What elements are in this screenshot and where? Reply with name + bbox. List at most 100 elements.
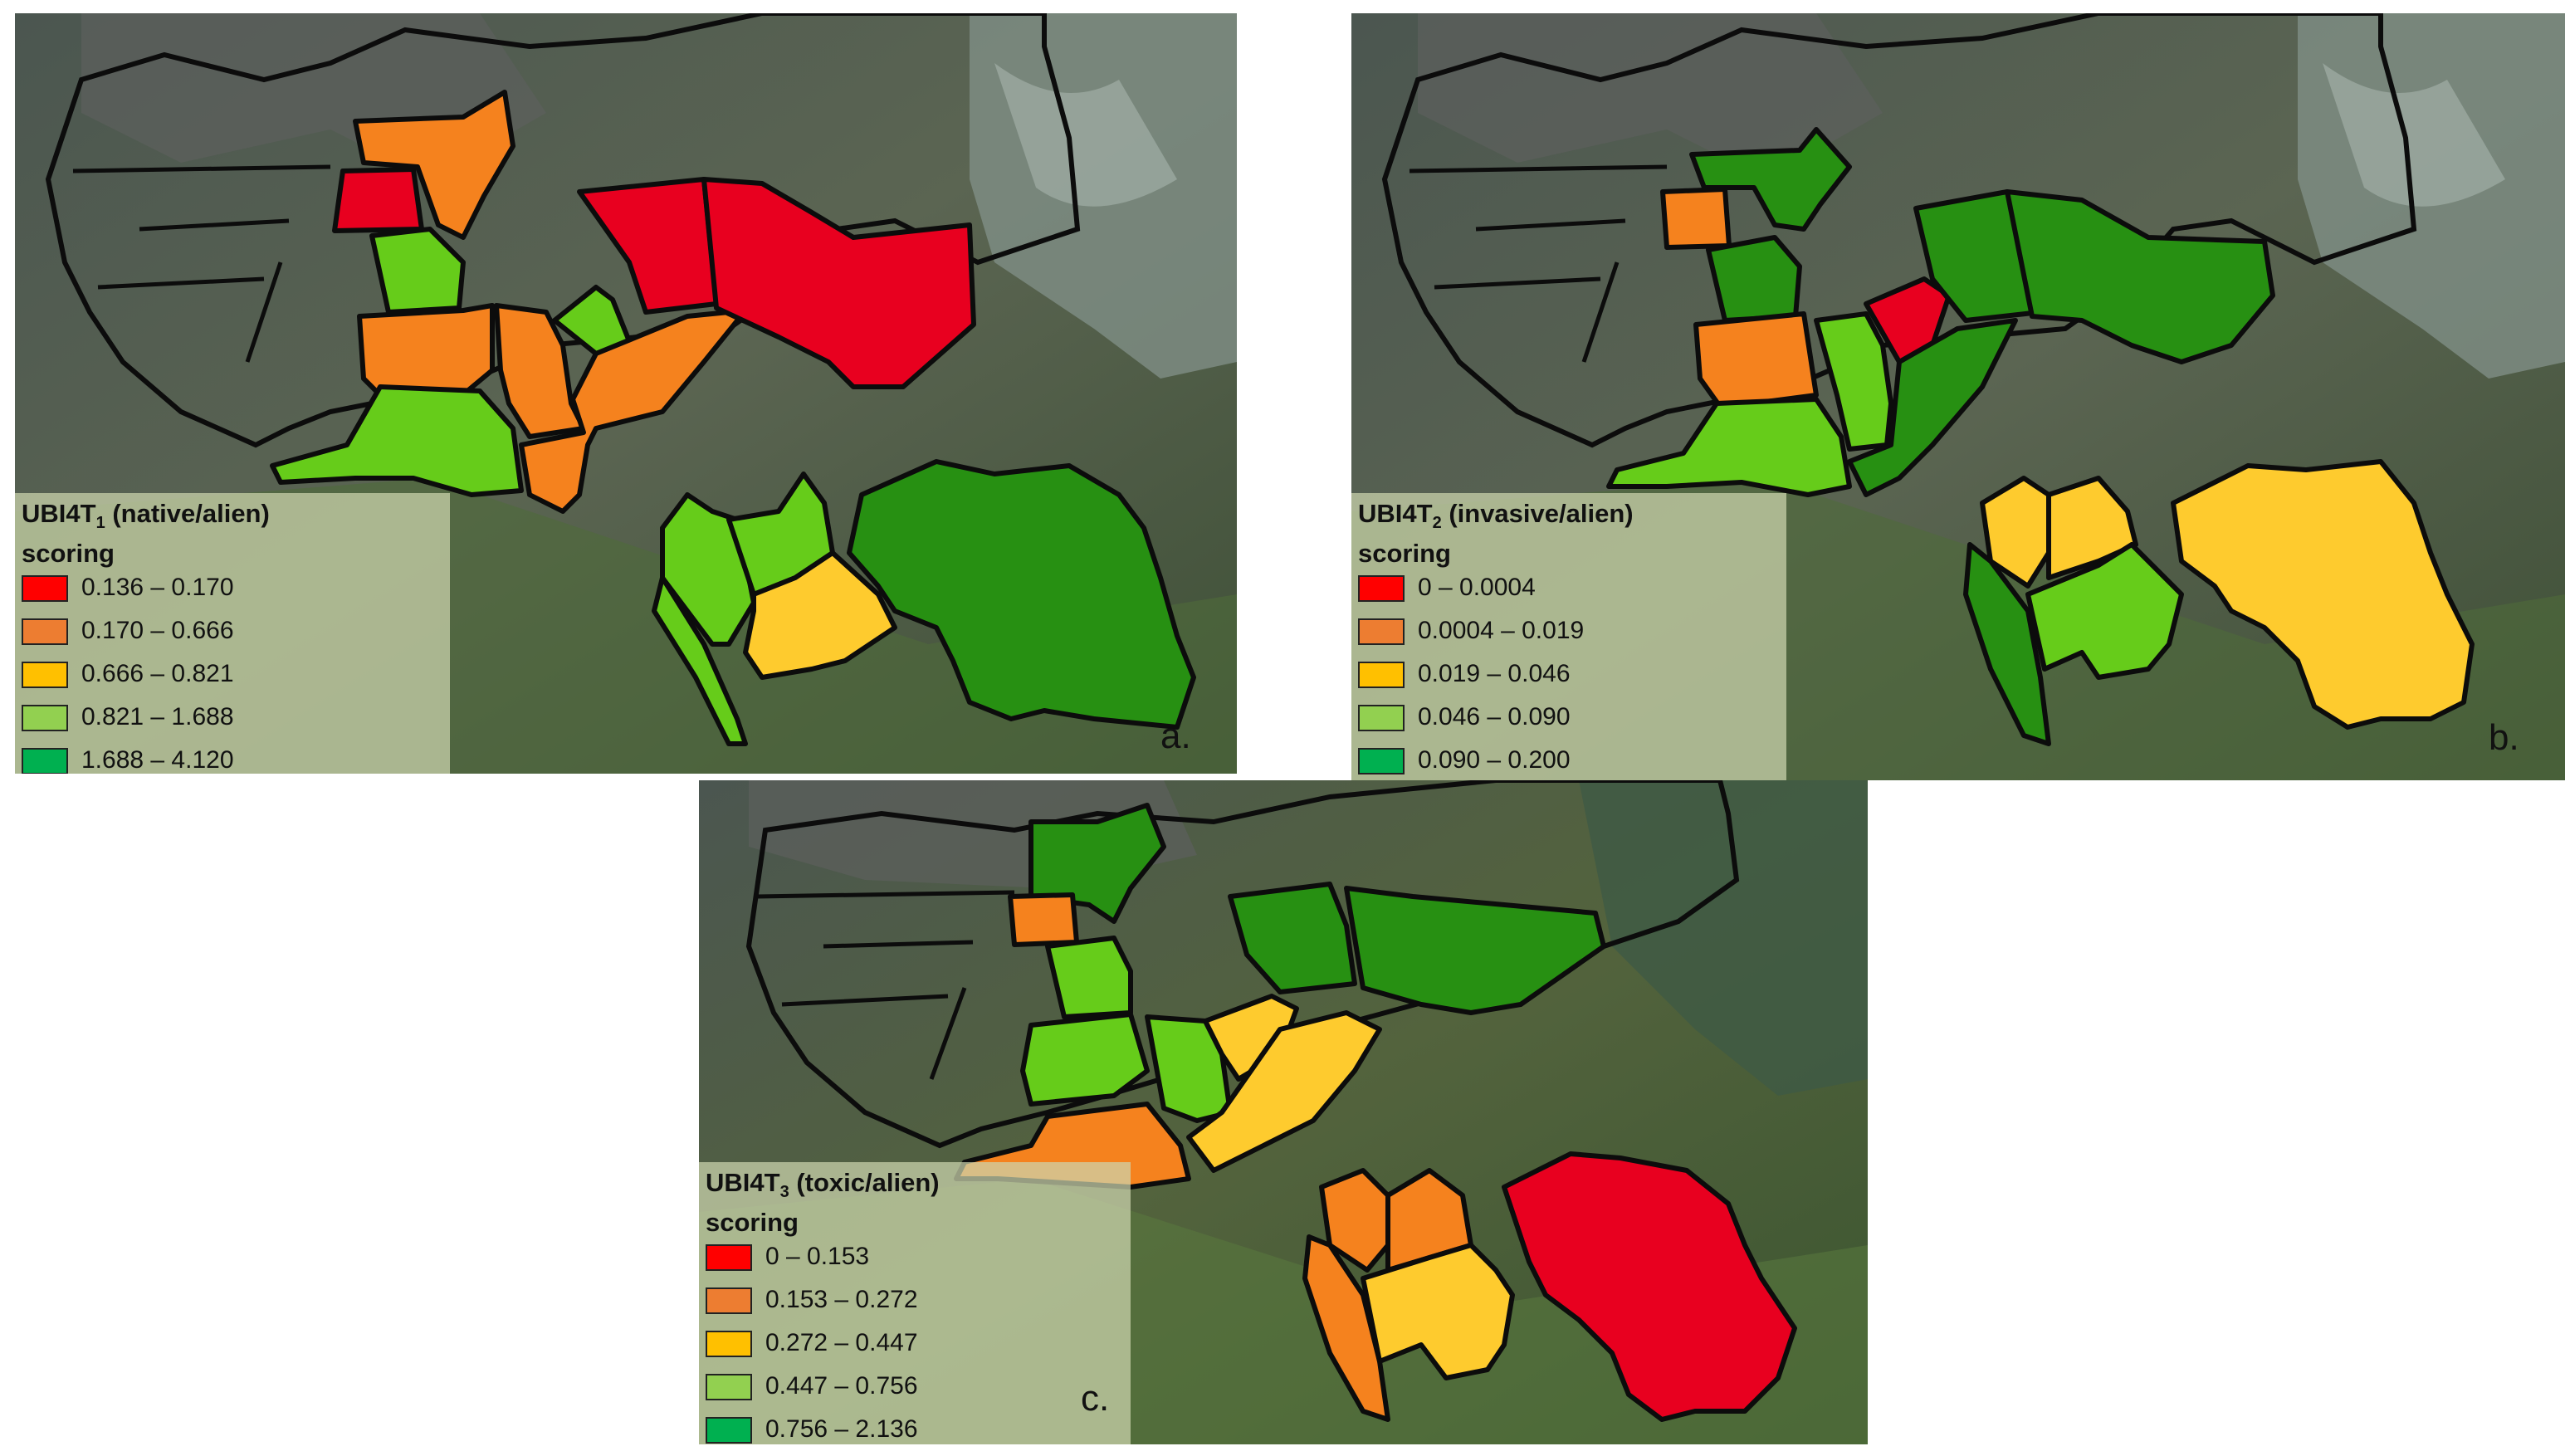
yellow-swatch bbox=[22, 662, 68, 689]
district-c-3 bbox=[1045, 936, 1133, 1019]
district-b-1 bbox=[1689, 127, 1852, 232]
district-a-15 bbox=[652, 575, 748, 746]
legend-label: 0.170 – 0.666 bbox=[81, 617, 234, 645]
legend-item: 0.136 – 0.170 bbox=[15, 569, 450, 612]
district-b-14 bbox=[2025, 542, 2184, 680]
district-b-5 bbox=[1693, 311, 1819, 410]
district-a-5 bbox=[357, 303, 495, 402]
district-b-13 bbox=[1963, 542, 2051, 746]
lightgreen-swatch bbox=[22, 705, 68, 732]
district-c-7 bbox=[1186, 1010, 1382, 1173]
orange-swatch bbox=[1358, 618, 1405, 646]
district-boundaries bbox=[72, 164, 331, 363]
legend-item: 0.019 – 0.046 bbox=[1351, 655, 1786, 698]
district-b-3 bbox=[1706, 235, 1802, 323]
legend-label: 0.666 – 0.821 bbox=[81, 660, 234, 688]
legend-label: 0.821 – 1.688 bbox=[81, 703, 234, 731]
green-swatch bbox=[1358, 748, 1405, 775]
legend-label: 0.0004 – 0.019 bbox=[1418, 617, 1585, 645]
map-panel-b: UBI4T2 (invasive/alien) scoring 0 – 0.00… bbox=[1351, 13, 2565, 780]
map-panel-c: UBI4T3 (toxic/alien) scoring 0 – 0.153 0… bbox=[699, 780, 1868, 1444]
district-a-2 bbox=[332, 167, 424, 233]
red-swatch bbox=[1358, 575, 1405, 603]
legend-item: 0.170 – 0.666 bbox=[15, 612, 450, 655]
lightgreen-swatch bbox=[706, 1374, 752, 1401]
legend-label: 0.019 – 0.046 bbox=[1418, 660, 1571, 688]
yellow-swatch bbox=[706, 1331, 752, 1358]
legend-item: 0.666 – 0.821 bbox=[15, 655, 450, 698]
urban-area bbox=[1418, 13, 1883, 179]
district-a-14 bbox=[847, 459, 1196, 730]
district-c-14 bbox=[1361, 1243, 1515, 1380]
district-a-4 bbox=[552, 285, 632, 356]
legend-item: 0.272 – 0.447 bbox=[699, 1324, 1131, 1367]
legend-title: UBI4T2 (invasive/alien) bbox=[1358, 499, 1634, 533]
legend-item: 0.153 – 0.272 bbox=[699, 1281, 1131, 1324]
legend-title: UBI4T3 (toxic/alien) bbox=[706, 1168, 940, 1202]
district-a-3 bbox=[369, 227, 466, 315]
legend-label: 0.447 – 0.756 bbox=[765, 1372, 918, 1400]
water-area bbox=[1579, 780, 1868, 1096]
lightgreen-swatch bbox=[1358, 705, 1405, 732]
yellow-swatch bbox=[1358, 662, 1405, 689]
district-b-9 bbox=[2005, 189, 2275, 364]
legend-item: 0.447 – 0.756 bbox=[699, 1367, 1131, 1410]
legend-item: 1.688 – 4.120 bbox=[15, 741, 450, 774]
legend-label: 0.136 – 0.170 bbox=[81, 574, 234, 602]
district-b-10 bbox=[1606, 397, 1852, 497]
district-a-9 bbox=[701, 177, 976, 389]
orange-swatch bbox=[706, 1287, 752, 1315]
district-b-4 bbox=[1864, 276, 1952, 364]
legend-item: 0.046 – 0.090 bbox=[1351, 698, 1786, 741]
legend-item: 0.0004 – 0.019 bbox=[1351, 612, 1786, 655]
map-panel-a: UBI4T1 (native/alien) scoring 0.136 – 0.… bbox=[15, 13, 1237, 774]
legend-label: 0 – 0.0004 bbox=[1418, 574, 1536, 602]
legend-c: UBI4T3 (toxic/alien) scoring 0 – 0.153 0… bbox=[699, 1162, 1131, 1444]
district-a-1 bbox=[353, 90, 515, 240]
legend-label: 0.272 – 0.447 bbox=[765, 1329, 918, 1357]
water-area bbox=[994, 63, 1177, 207]
legend-label: 0.090 – 0.200 bbox=[1418, 746, 1571, 774]
legend-item: 0.090 – 0.200 bbox=[1351, 741, 1786, 780]
legend-label: 0.756 – 2.136 bbox=[765, 1415, 918, 1444]
district-c-13 bbox=[1302, 1234, 1390, 1422]
panel-tag-b: b. bbox=[2489, 717, 2519, 758]
district-boundaries bbox=[1409, 164, 1668, 363]
legend-label: 0 – 0.153 bbox=[765, 1243, 870, 1271]
legend-subtitle: scoring bbox=[706, 1208, 799, 1238]
legend-item: 0.821 – 1.688 bbox=[15, 698, 450, 741]
district-b-15 bbox=[2171, 459, 2475, 730]
district-c-15 bbox=[1502, 1151, 1797, 1422]
legend-subtitle: scoring bbox=[1358, 539, 1451, 569]
legend-label: 0.153 – 0.272 bbox=[765, 1286, 918, 1314]
legend-subtitle: scoring bbox=[22, 539, 115, 569]
municipality-boundary bbox=[1381, 13, 2417, 448]
district-c-4 bbox=[1020, 1012, 1150, 1107]
district-a-8 bbox=[577, 177, 719, 315]
legend-label: 0.046 – 0.090 bbox=[1418, 703, 1571, 731]
panel-tag-c: c. bbox=[1081, 1378, 1110, 1419]
green-swatch bbox=[22, 748, 68, 774]
legend-title: UBI4T1 (native/alien) bbox=[22, 499, 270, 533]
legend-item: 0 – 0.153 bbox=[699, 1238, 1131, 1281]
district-c-8 bbox=[1228, 882, 1357, 994]
district-c-2 bbox=[1008, 892, 1079, 947]
legend-b: UBI4T2 (invasive/alien) scoring 0 – 0.00… bbox=[1351, 493, 1786, 780]
panel-tag-a: a. bbox=[1160, 716, 1191, 756]
legend-a: UBI4T1 (native/alien) scoring 0.136 – 0.… bbox=[15, 493, 450, 774]
legend-item: 0 – 0.0004 bbox=[1351, 569, 1786, 612]
green-swatch bbox=[706, 1417, 752, 1444]
legend-label: 1.688 – 4.120 bbox=[81, 746, 234, 774]
district-c-9 bbox=[1344, 886, 1606, 1015]
district-boundaries bbox=[756, 890, 1015, 1080]
district-a-10 bbox=[270, 384, 524, 497]
district-b-2 bbox=[1660, 187, 1732, 250]
orange-swatch bbox=[22, 618, 68, 646]
water-area bbox=[2323, 63, 2505, 207]
red-swatch bbox=[706, 1244, 752, 1272]
legend-item: 0.756 – 2.136 bbox=[699, 1410, 1131, 1444]
district-b-7 bbox=[1847, 318, 2018, 497]
red-swatch bbox=[22, 575, 68, 603]
district-b-6 bbox=[1814, 311, 1893, 452]
district-a-13 bbox=[743, 550, 897, 680]
